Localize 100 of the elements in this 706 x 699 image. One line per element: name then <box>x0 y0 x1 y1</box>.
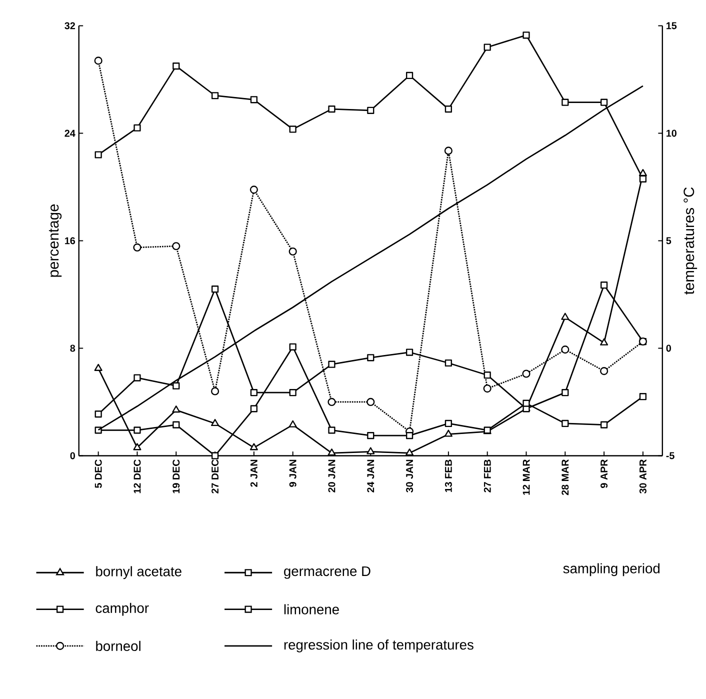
point <box>444 146 452 155</box>
y-tick-label: 0 <box>70 452 75 459</box>
point <box>250 404 258 412</box>
x-tick-label: 13 FEB <box>444 459 452 492</box>
x-tick-label: 30 APR <box>639 459 646 494</box>
x-tick-label: 9 APR <box>600 459 608 488</box>
point <box>211 418 220 426</box>
point <box>172 405 180 412</box>
y2-axis-title: temperatures °C <box>684 187 698 294</box>
point <box>250 96 258 103</box>
point <box>250 185 258 194</box>
x-tick-label: 19 DEC <box>172 459 180 493</box>
point <box>600 421 608 428</box>
point <box>639 175 647 182</box>
point <box>406 348 414 356</box>
point <box>522 31 530 38</box>
point <box>561 345 570 354</box>
point <box>172 382 180 390</box>
point <box>367 106 374 114</box>
legend-label: regression line of temperatures <box>284 639 474 652</box>
point <box>366 446 375 454</box>
point <box>484 371 491 378</box>
point <box>211 285 219 292</box>
point <box>210 386 220 396</box>
y-axis-title: percentage <box>48 204 62 277</box>
point <box>483 384 492 392</box>
x-tick-label: 30 JAN <box>406 460 414 492</box>
x-tick-label: 9 JAN <box>289 460 296 487</box>
point <box>288 247 297 256</box>
x-tick-label: 12 MAR <box>522 459 530 495</box>
x-tick-label: 20 JAN <box>328 460 336 492</box>
point <box>328 448 336 456</box>
legend-label: borneol <box>96 640 140 651</box>
point <box>94 410 102 418</box>
point <box>134 374 141 382</box>
point <box>250 388 258 396</box>
point <box>562 98 569 106</box>
text: sampling period <box>563 562 660 576</box>
point <box>484 43 491 51</box>
y2-tick-label: 5 <box>666 237 672 244</box>
point <box>639 392 647 400</box>
point <box>367 354 374 361</box>
x-tick-label: 27 DEC <box>212 459 219 494</box>
point <box>94 150 102 158</box>
point <box>444 105 452 112</box>
point <box>367 432 374 439</box>
point <box>328 105 336 112</box>
point <box>289 125 296 133</box>
point <box>561 312 570 320</box>
point <box>522 400 530 407</box>
point <box>522 369 530 378</box>
x-tick-label: 5 DEC <box>94 459 102 488</box>
point <box>444 429 452 437</box>
point <box>600 281 608 288</box>
x-tick-label: 2 JAN <box>250 460 258 487</box>
point <box>600 98 608 106</box>
point <box>638 168 647 176</box>
point <box>406 72 414 79</box>
x-tick-label: 28 MAR <box>562 459 569 495</box>
point <box>289 388 296 396</box>
point <box>600 338 608 346</box>
point <box>328 398 336 406</box>
y-tick-label: 32 <box>64 22 75 30</box>
point <box>289 343 296 350</box>
point <box>600 366 608 375</box>
point <box>406 432 414 439</box>
legend-label: camphor <box>96 602 149 616</box>
y-tick-label: 8 <box>70 344 76 352</box>
y-tick-label: 16 <box>65 237 76 244</box>
point <box>211 92 219 99</box>
point <box>444 359 452 366</box>
point <box>328 360 336 368</box>
x-tick-label: 24 JAN <box>367 460 374 492</box>
point <box>94 56 102 65</box>
y-tick-label: 24 <box>64 130 76 136</box>
point <box>444 420 452 427</box>
point <box>134 124 141 132</box>
point <box>172 421 180 428</box>
y2-tick-label: 0 <box>666 344 671 352</box>
y2-tick-label: -5 <box>666 452 674 459</box>
point <box>250 442 258 450</box>
legend-label: germacrene D <box>284 566 370 579</box>
point <box>406 448 414 456</box>
point <box>562 388 569 396</box>
point <box>172 62 180 70</box>
point <box>562 420 569 427</box>
x-tick-label: 12 DEC <box>134 459 141 493</box>
point <box>94 364 102 371</box>
y2-tick-label: 10 <box>666 130 676 137</box>
point <box>288 420 297 428</box>
x-tick-label: 27 FEB <box>484 459 491 492</box>
legend-label: limonene <box>284 604 339 614</box>
y2-tick-label: 15 <box>666 22 677 29</box>
legend-label: bornyl acetate <box>96 566 182 579</box>
point <box>172 242 180 250</box>
point <box>134 426 141 434</box>
point <box>366 398 375 406</box>
point <box>133 243 142 252</box>
point <box>133 442 142 450</box>
point <box>211 452 219 460</box>
